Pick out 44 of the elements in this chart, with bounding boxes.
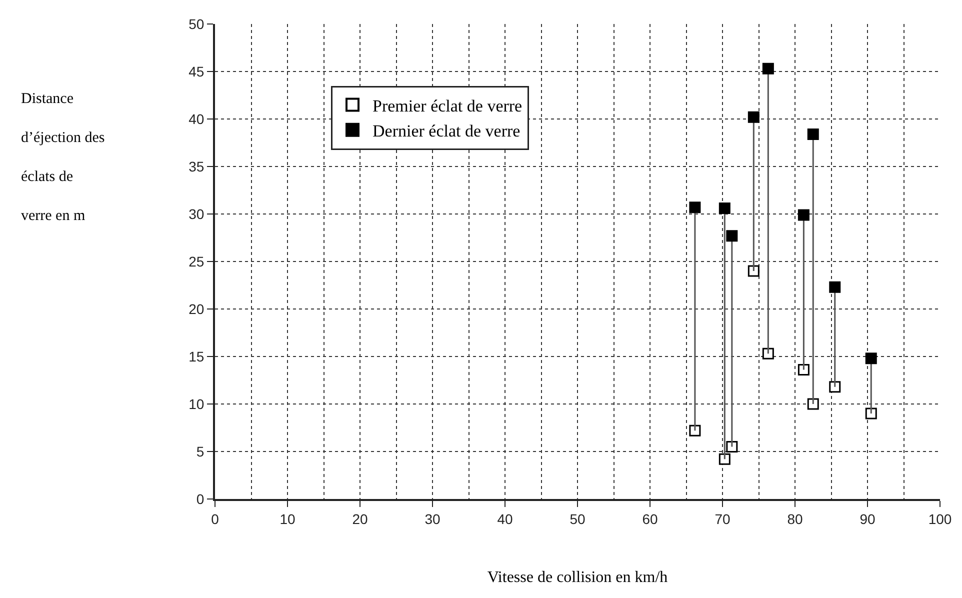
y-tick-label: 45 (188, 63, 204, 80)
x-tick-label: 90 (860, 510, 876, 527)
point (718, 202, 730, 214)
point (829, 281, 841, 293)
x-tick-label: 40 (497, 510, 513, 527)
point (726, 230, 738, 242)
point (762, 348, 774, 360)
x-tick-label: 80 (787, 510, 803, 527)
point (762, 62, 774, 74)
y-tick-label: 30 (188, 206, 204, 222)
x-tick-label: 0 (211, 510, 220, 527)
text: Distance d’éjection des éclats de verre en m (21, 91, 105, 224)
x-tick-label: 10 (280, 510, 296, 527)
x-tick-label: 70 (714, 510, 730, 527)
legend-label: Dernier éclat de verre (372, 122, 520, 141)
legend-label: Premier éclat de verre (372, 96, 522, 116)
x-tick-label: 20 (352, 510, 368, 527)
point (718, 453, 730, 465)
point (865, 408, 877, 420)
y-tick-label: 20 (188, 300, 204, 317)
x-tick-label: 50 (570, 510, 586, 527)
point (726, 441, 738, 452)
x-tick-label: 100 (928, 510, 952, 527)
point (865, 352, 877, 364)
point (798, 209, 810, 221)
y-tick-label: 50 (188, 16, 204, 32)
point (748, 265, 760, 277)
y-tick-label: 25 (188, 253, 204, 270)
point (798, 364, 810, 376)
point (829, 381, 841, 393)
point (689, 424, 701, 436)
x-axis-title: Vitesse de collision en km/h (487, 569, 668, 586)
point (748, 111, 760, 123)
y-tick-label: 40 (188, 110, 204, 127)
x-tick-label: 60 (642, 510, 658, 527)
y-tick-label: 15 (188, 348, 204, 364)
point (807, 398, 819, 410)
y-tick-label: 5 (196, 443, 204, 460)
y-tick-label: 10 (188, 396, 204, 412)
y-tick-label: 0 (196, 490, 204, 507)
x-tick-label: 30 (424, 510, 440, 527)
point (807, 128, 819, 140)
y-tick-label: 35 (188, 158, 204, 174)
point (689, 202, 701, 214)
